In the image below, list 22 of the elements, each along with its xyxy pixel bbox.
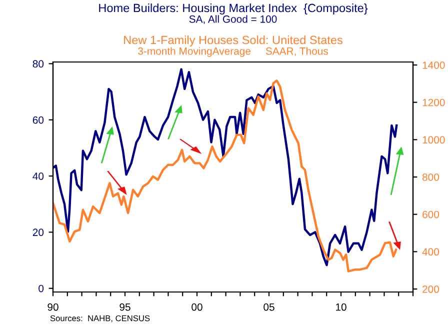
text: New 1-Family Houses Sold: United States [124, 36, 342, 46]
text: Home Builders: Housing Market Index {Composite} [99, 4, 368, 14]
y-tick-label: 0 [38, 284, 44, 292]
source-note: Sources: NAHB, CENSUS [50, 315, 150, 322]
y2-tick-label: 200 [422, 286, 439, 293]
y2-tick-label: 600 [422, 210, 439, 218]
y2-tick-label: 1200 [422, 98, 445, 106]
y2-tick-label: 1400 [422, 61, 445, 69]
x-tick-label: 05 [264, 303, 274, 311]
y-tick-label: 40 [32, 172, 44, 180]
x-tick-label: 10 [336, 303, 346, 311]
x-tick-label: 00 [192, 303, 202, 311]
y2-tick-label: 400 [422, 248, 439, 256]
y-tick-label: 80 [32, 60, 44, 68]
x-tick-label: 95 [120, 303, 130, 311]
y-tick-label: 60 [32, 116, 44, 124]
y-tick-label: 20 [32, 228, 44, 236]
x-tick-label: 90 [48, 303, 58, 311]
text: 3-month MovingAverage SAAR, Thous [138, 47, 328, 57]
y2-tick-label: 800 [422, 174, 439, 181]
y-axis-title: SA, All Good = 100 [189, 15, 277, 24]
y2-tick-label: 1000 [422, 136, 445, 144]
